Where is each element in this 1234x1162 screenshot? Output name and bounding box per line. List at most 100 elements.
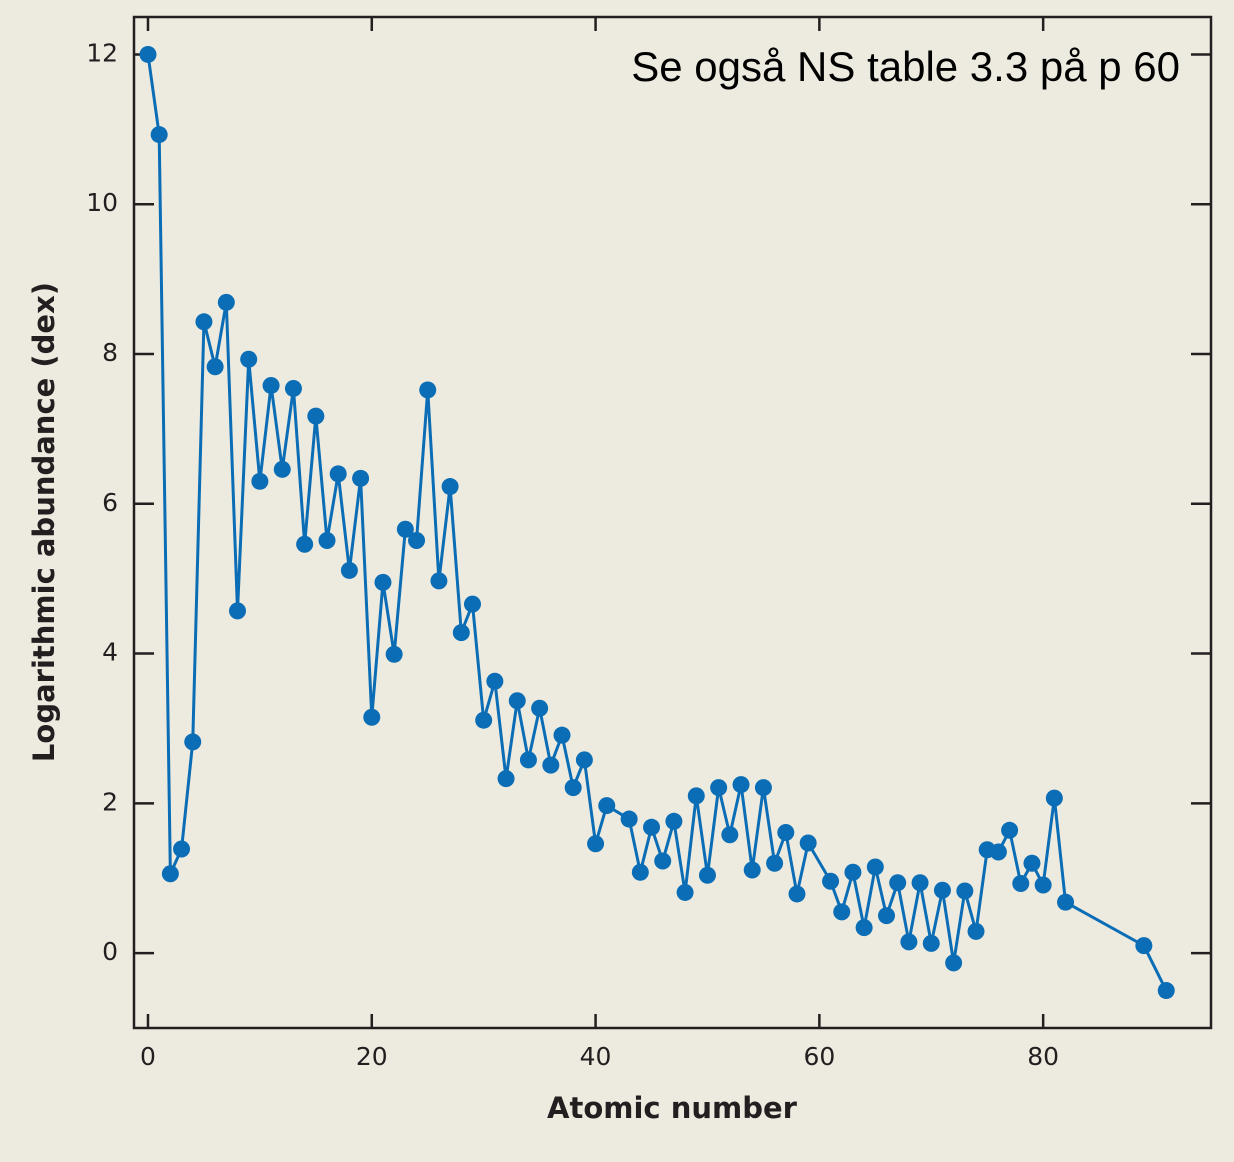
data-line (146, 54, 1168, 992)
data-point (396, 520, 414, 538)
data-point (463, 595, 481, 613)
data-point (710, 779, 728, 797)
x-tick-label: 80 (1027, 1042, 1059, 1071)
data-point (284, 379, 302, 397)
data-point (553, 726, 571, 744)
data-point (307, 407, 325, 425)
data-point (598, 797, 616, 815)
data-point (911, 874, 929, 892)
data-point (251, 472, 269, 490)
data-point (989, 843, 1007, 861)
annotation: Se også NS table 3.3 på p 60 (631, 43, 1180, 90)
data-point (340, 561, 358, 579)
data-point (139, 45, 157, 63)
data-point (631, 863, 649, 881)
data-point (564, 779, 582, 797)
data-point (743, 861, 761, 879)
data-point (855, 919, 873, 937)
data-point (240, 350, 258, 368)
data-point (273, 460, 291, 478)
x-tick-label: 0 (140, 1042, 156, 1071)
data-point (486, 672, 504, 690)
data-point (967, 922, 985, 940)
data-point (150, 126, 168, 144)
data-point (866, 858, 884, 876)
data-point (889, 874, 907, 892)
data-point (799, 834, 817, 852)
data-point (956, 882, 974, 900)
x-axis-title: Atomic number (547, 1091, 798, 1125)
data-point (822, 872, 840, 890)
data-point (184, 733, 202, 751)
data-point (687, 787, 705, 805)
y-axis-title: Logarithmic abundance (dex) (27, 282, 61, 762)
y-tick-label: 0 (102, 937, 118, 966)
data-point (475, 711, 493, 729)
data-point (385, 645, 403, 663)
data-point (732, 776, 750, 794)
data-point (933, 881, 951, 899)
data-point (1012, 874, 1030, 892)
data-point (531, 699, 549, 717)
data-point (833, 903, 851, 921)
x-tick-label: 40 (580, 1042, 612, 1071)
data-point (430, 572, 448, 590)
data-point (587, 835, 605, 853)
data-point (754, 779, 772, 797)
data-point (195, 313, 213, 331)
data-point (766, 854, 784, 872)
data-point (654, 852, 672, 870)
data-point (1034, 876, 1052, 894)
data-point (296, 535, 314, 553)
y-tick-label: 10 (86, 188, 118, 217)
y-tick-label: 8 (102, 338, 118, 367)
y-tick-label: 4 (102, 638, 118, 667)
data-point (1045, 789, 1063, 807)
data-point (900, 933, 918, 951)
data-point (262, 376, 280, 394)
data-point (161, 865, 179, 883)
data-point (352, 469, 370, 487)
y-tick-label: 6 (102, 488, 118, 517)
x-tick-label: 60 (803, 1042, 835, 1071)
data-point (777, 824, 795, 842)
data-point (329, 465, 347, 483)
data-point (945, 954, 963, 972)
data-point (229, 602, 247, 620)
data-point (542, 756, 560, 774)
data-point (318, 531, 336, 549)
plot-frame (132, 15, 1213, 1030)
data-point (676, 883, 694, 901)
data-point (497, 770, 515, 788)
data-point (1001, 821, 1019, 839)
data-point (643, 818, 661, 836)
data-point (419, 381, 437, 399)
x-tick-label: 20 (356, 1042, 388, 1071)
data-point (1023, 854, 1041, 872)
data-point (1157, 982, 1175, 1000)
data-point (206, 358, 224, 376)
data-point (217, 293, 235, 311)
data-point (519, 751, 537, 769)
y-tick-label: 12 (86, 38, 118, 67)
data-point (788, 885, 806, 903)
data-point (575, 751, 593, 769)
data-point (508, 692, 526, 710)
data-point (878, 907, 896, 925)
data-point (922, 934, 940, 952)
data-point (721, 826, 739, 844)
data-point (844, 863, 862, 881)
data-point (620, 810, 638, 828)
data-point (408, 531, 426, 549)
data-point (665, 812, 683, 830)
data-point (452, 624, 470, 642)
data-point (1057, 893, 1075, 911)
data-point (698, 866, 716, 884)
data-point (374, 573, 392, 591)
data-point (1135, 937, 1153, 955)
data-point (363, 708, 381, 726)
data-point (173, 840, 191, 858)
y-tick-label: 2 (102, 787, 118, 816)
data-point (441, 478, 459, 496)
